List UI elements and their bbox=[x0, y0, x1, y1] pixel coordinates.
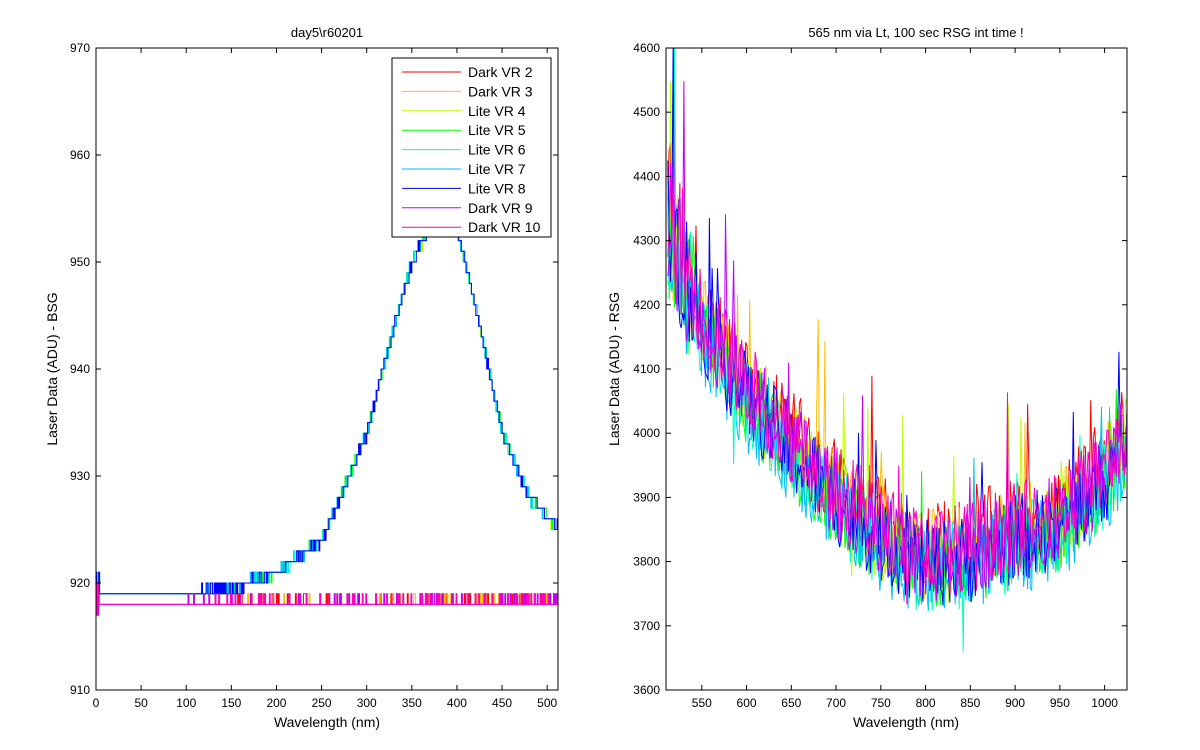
right-chart-y-label: Laser Data (ADU) - RSG bbox=[606, 292, 622, 446]
y-tick-label: 3600 bbox=[633, 683, 660, 697]
legend-box bbox=[391, 57, 552, 238]
y-tick-label: 920 bbox=[70, 576, 90, 590]
legend-label: Lite VR 4 bbox=[468, 103, 526, 119]
legend-label: Dark VR 3 bbox=[468, 83, 533, 99]
x-tick-label: 450 bbox=[492, 696, 512, 710]
series-line-dark-vr-10 bbox=[667, 163, 1127, 605]
x-tick-label: 350 bbox=[402, 696, 422, 710]
x-tick-label: 550 bbox=[692, 696, 712, 710]
left-chart-x-label: Wavelength (nm) bbox=[274, 714, 380, 730]
legend-label: Lite VR 7 bbox=[468, 161, 526, 177]
x-tick-label: 100 bbox=[176, 696, 196, 710]
right-chart-x-label: Wavelength (nm) bbox=[853, 714, 959, 730]
legend-label: Dark VR 2 bbox=[468, 64, 533, 80]
y-tick-label: 970 bbox=[70, 41, 90, 55]
x-tick-label: 50 bbox=[134, 696, 148, 710]
y-tick-label: 910 bbox=[70, 683, 90, 697]
y-tick-label: 4500 bbox=[633, 105, 660, 119]
left-chart-title: day5\r60201 bbox=[291, 25, 363, 40]
series-line-dark-vr-10 bbox=[96, 582, 558, 616]
y-tick-label: 3800 bbox=[633, 555, 660, 569]
y-tick-label: 3900 bbox=[633, 490, 660, 504]
x-tick-label: 150 bbox=[221, 696, 241, 710]
x-tick-label: 0 bbox=[93, 696, 100, 710]
x-tick-label: 800 bbox=[916, 696, 936, 710]
legend-label: Dark VR 9 bbox=[468, 200, 533, 216]
right-chart-x-ticks: 550 600 650 700 750 800 850 900 950 1000 bbox=[692, 48, 1118, 710]
left-chart-x-ticks: 0 50 100 150 200 250 300 350 400 450 500 bbox=[93, 48, 558, 710]
y-tick-label: 4300 bbox=[633, 234, 660, 248]
right-chart-title: 565 nm via Lt, 100 sec RSG int time ! bbox=[808, 25, 1023, 40]
right-chart: 565 nm via Lt, 100 sec RSG int time ! 55… bbox=[606, 25, 1128, 730]
right-chart-series bbox=[667, 48, 1127, 652]
x-tick-label: 250 bbox=[312, 696, 332, 710]
legend-label: Lite VR 5 bbox=[468, 122, 526, 138]
y-tick-label: 4200 bbox=[633, 298, 660, 312]
x-tick-label: 750 bbox=[871, 696, 891, 710]
y-tick-label: 4100 bbox=[633, 362, 660, 376]
x-tick-label: 300 bbox=[357, 696, 377, 710]
x-tick-label: 900 bbox=[1005, 696, 1025, 710]
left-chart-series bbox=[96, 208, 558, 616]
left-chart-y-ticks: 910 920 930 940 950 960 970 bbox=[70, 41, 558, 697]
series-line-lite-vr-8 bbox=[96, 208, 558, 595]
right-chart-y-ticks: 3600 3700 3800 3900 4000 4100 4200 4300 4400 4500… bbox=[633, 41, 1127, 697]
y-tick-label: 3700 bbox=[633, 619, 660, 633]
left-chart-legend: Dark VR 2 Dark VR 3 Lite VR 4 Lite VR 5 Lite… bbox=[391, 57, 552, 238]
y-tick-label: 960 bbox=[70, 148, 90, 162]
x-tick-label: 850 bbox=[960, 696, 980, 710]
y-tick-label: 940 bbox=[70, 362, 90, 376]
x-tick-label: 200 bbox=[266, 696, 286, 710]
legend-label: Lite VR 6 bbox=[468, 142, 526, 158]
x-tick-label: 600 bbox=[737, 696, 757, 710]
left-chart: day5\r60201 0 50 100 150 200 250 300 350 400 450 5… bbox=[44, 25, 559, 730]
x-tick-label: 700 bbox=[826, 696, 846, 710]
x-tick-label: 650 bbox=[781, 696, 801, 710]
y-tick-label: 950 bbox=[70, 255, 90, 269]
legend-label: Lite VR 8 bbox=[468, 180, 526, 196]
left-chart-y-label: Laser Data (ADU) - BSG bbox=[44, 292, 60, 445]
y-tick-label: 930 bbox=[70, 469, 90, 483]
y-tick-label: 4000 bbox=[633, 426, 660, 440]
y-tick-label: 4400 bbox=[633, 169, 660, 183]
legend-label: Dark VR 10 bbox=[468, 219, 541, 235]
x-tick-label: 500 bbox=[537, 696, 557, 710]
x-tick-label: 950 bbox=[1050, 696, 1070, 710]
y-tick-label: 4600 bbox=[633, 41, 660, 55]
x-tick-label: 400 bbox=[447, 696, 467, 710]
x-tick-label: 1000 bbox=[1091, 696, 1118, 710]
